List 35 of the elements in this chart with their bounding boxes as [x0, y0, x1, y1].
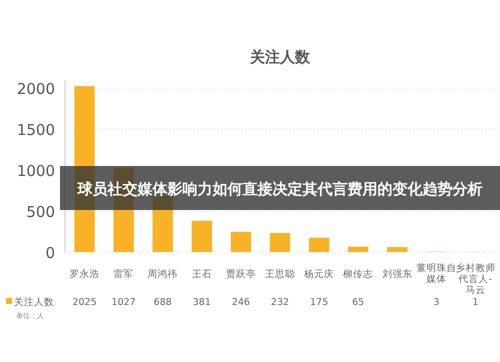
- x-tick-label: 王思聪: [265, 268, 295, 280]
- x-tick-label: 乡村教师代言人-马云: [455, 262, 496, 296]
- data-label: 175: [310, 297, 328, 308]
- data-label: 2025: [72, 297, 97, 308]
- data-label: 246: [232, 297, 250, 308]
- bar: [387, 247, 408, 252]
- chart-title: 关注人数: [249, 48, 311, 66]
- y-tick-label: 2000: [16, 80, 55, 98]
- x-tick-label: 杨元庆: [303, 268, 334, 280]
- data-label: 1: [472, 297, 478, 308]
- data-label: 1027: [112, 297, 136, 308]
- x-tick-label: 王石: [192, 269, 212, 280]
- y-tick-label: 1000: [16, 162, 55, 180]
- x-tick-label: 罗永浩: [70, 268, 100, 280]
- data-label: 381: [192, 297, 211, 308]
- bar: [348, 246, 368, 252]
- y-tick-label: 1500: [16, 121, 55, 140]
- x-tick-label: 周鸿祎: [148, 268, 178, 280]
- data-label: 688: [154, 297, 172, 308]
- data-label: 232: [270, 297, 290, 308]
- annotation: 球员社交媒体影响力如何直接决定其代言费用的变化趋势分析: [76, 180, 482, 198]
- x-tick-label: 柳传志: [343, 268, 374, 280]
- bar: [230, 232, 252, 252]
- data-label: 3: [433, 297, 440, 308]
- legend-label: 关注人数: [14, 296, 54, 308]
- x-tick-label: 雷军: [114, 269, 134, 280]
- x-tick-label: 董明珠自媒体: [416, 262, 456, 285]
- y-tick-label: 500: [26, 203, 55, 222]
- bar: [308, 238, 330, 252]
- y-tick-label: 0: [45, 244, 55, 262]
- bar: [270, 233, 290, 252]
- bar: [192, 220, 212, 252]
- data-label: 65: [352, 297, 364, 308]
- x-tick-label: 刘强东: [382, 268, 412, 280]
- x-tick-label: 贾跃亭: [226, 268, 256, 280]
